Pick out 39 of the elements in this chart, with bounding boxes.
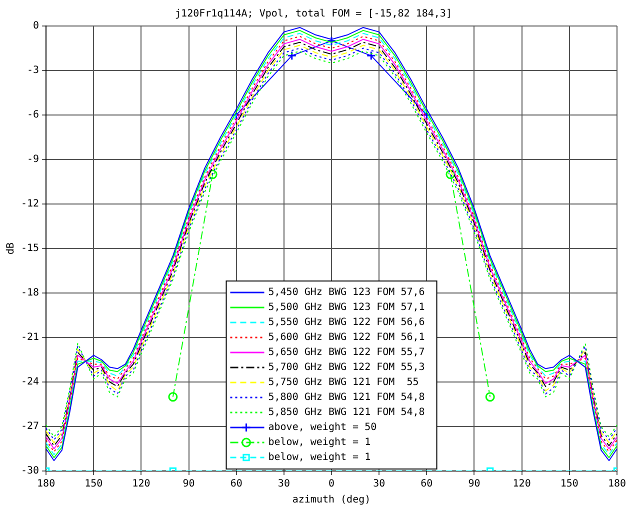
legend-label: 5,450 GHz BWG 123 FOM 57,6 xyxy=(268,287,425,298)
x-tick-label: 60 xyxy=(420,478,433,490)
legend-label: 5,700 GHz BWG 122 FOM 55,3 xyxy=(268,362,425,374)
x-axis-title: azimuth (deg) xyxy=(292,494,371,506)
y-tick-label: -27 xyxy=(21,421,40,432)
x-tick-label: 120 xyxy=(132,478,150,490)
y-tick-label: 0 xyxy=(33,20,40,32)
legend-label: 5,800 GHz BWG 121 FOM 54,8 xyxy=(268,392,425,404)
legend-label: 5,750 GHz BWG 121 FOM 55 xyxy=(268,377,419,388)
y-tick-label: -30 xyxy=(21,466,40,477)
legend-label: 5,850 GHz BWG 121 FOM 54,8 xyxy=(268,407,425,418)
y-tick-label: -18 xyxy=(21,288,40,299)
y-axis-title: dB xyxy=(6,242,17,255)
legend-label: 5,550 GHz BWG 122 FOM 56,6 xyxy=(268,317,425,328)
x-tick-label: 60 xyxy=(230,478,242,490)
legend-label: 5,500 GHz BWG 123 FOM 57,1 xyxy=(268,302,425,314)
x-tick-label: 120 xyxy=(512,478,531,490)
x-tick-label: 90 xyxy=(468,478,480,490)
x-tick-label: 150 xyxy=(560,478,578,490)
x-tick-label: 30 xyxy=(278,478,290,490)
x-tick-label: 150 xyxy=(84,478,103,490)
y-tick-label: -15 xyxy=(21,243,40,254)
x-tick-label: 90 xyxy=(182,478,195,490)
x-tick-label: 180 xyxy=(608,478,626,490)
y-tick-label: -21 xyxy=(21,332,40,344)
x-tick-label: 0 xyxy=(328,478,335,490)
legend-label: 5,600 GHz BWG 122 FOM 56,1 xyxy=(268,332,425,344)
legend-label: above, weight = 50 xyxy=(268,422,377,434)
x-tick-label: 30 xyxy=(373,478,386,490)
x-tick-label: 180 xyxy=(37,478,56,490)
legend-label: below, weight = 1 xyxy=(268,437,371,448)
legend-label: 5,650 GHz BWG 122 FOM 55,7 xyxy=(268,347,425,358)
legend-label: below, weight = 1 xyxy=(268,452,371,464)
y-tick-label: -6 xyxy=(27,110,40,121)
y-tick-label: -3 xyxy=(27,65,40,76)
y-tick-label: -24 xyxy=(21,376,40,388)
y-tick-label: -9 xyxy=(27,154,40,166)
y-tick-label: -12 xyxy=(21,198,40,210)
chart-title: j120Fr1q114A; Vpol, total FOM = [-15,82 184,3] xyxy=(175,8,452,20)
